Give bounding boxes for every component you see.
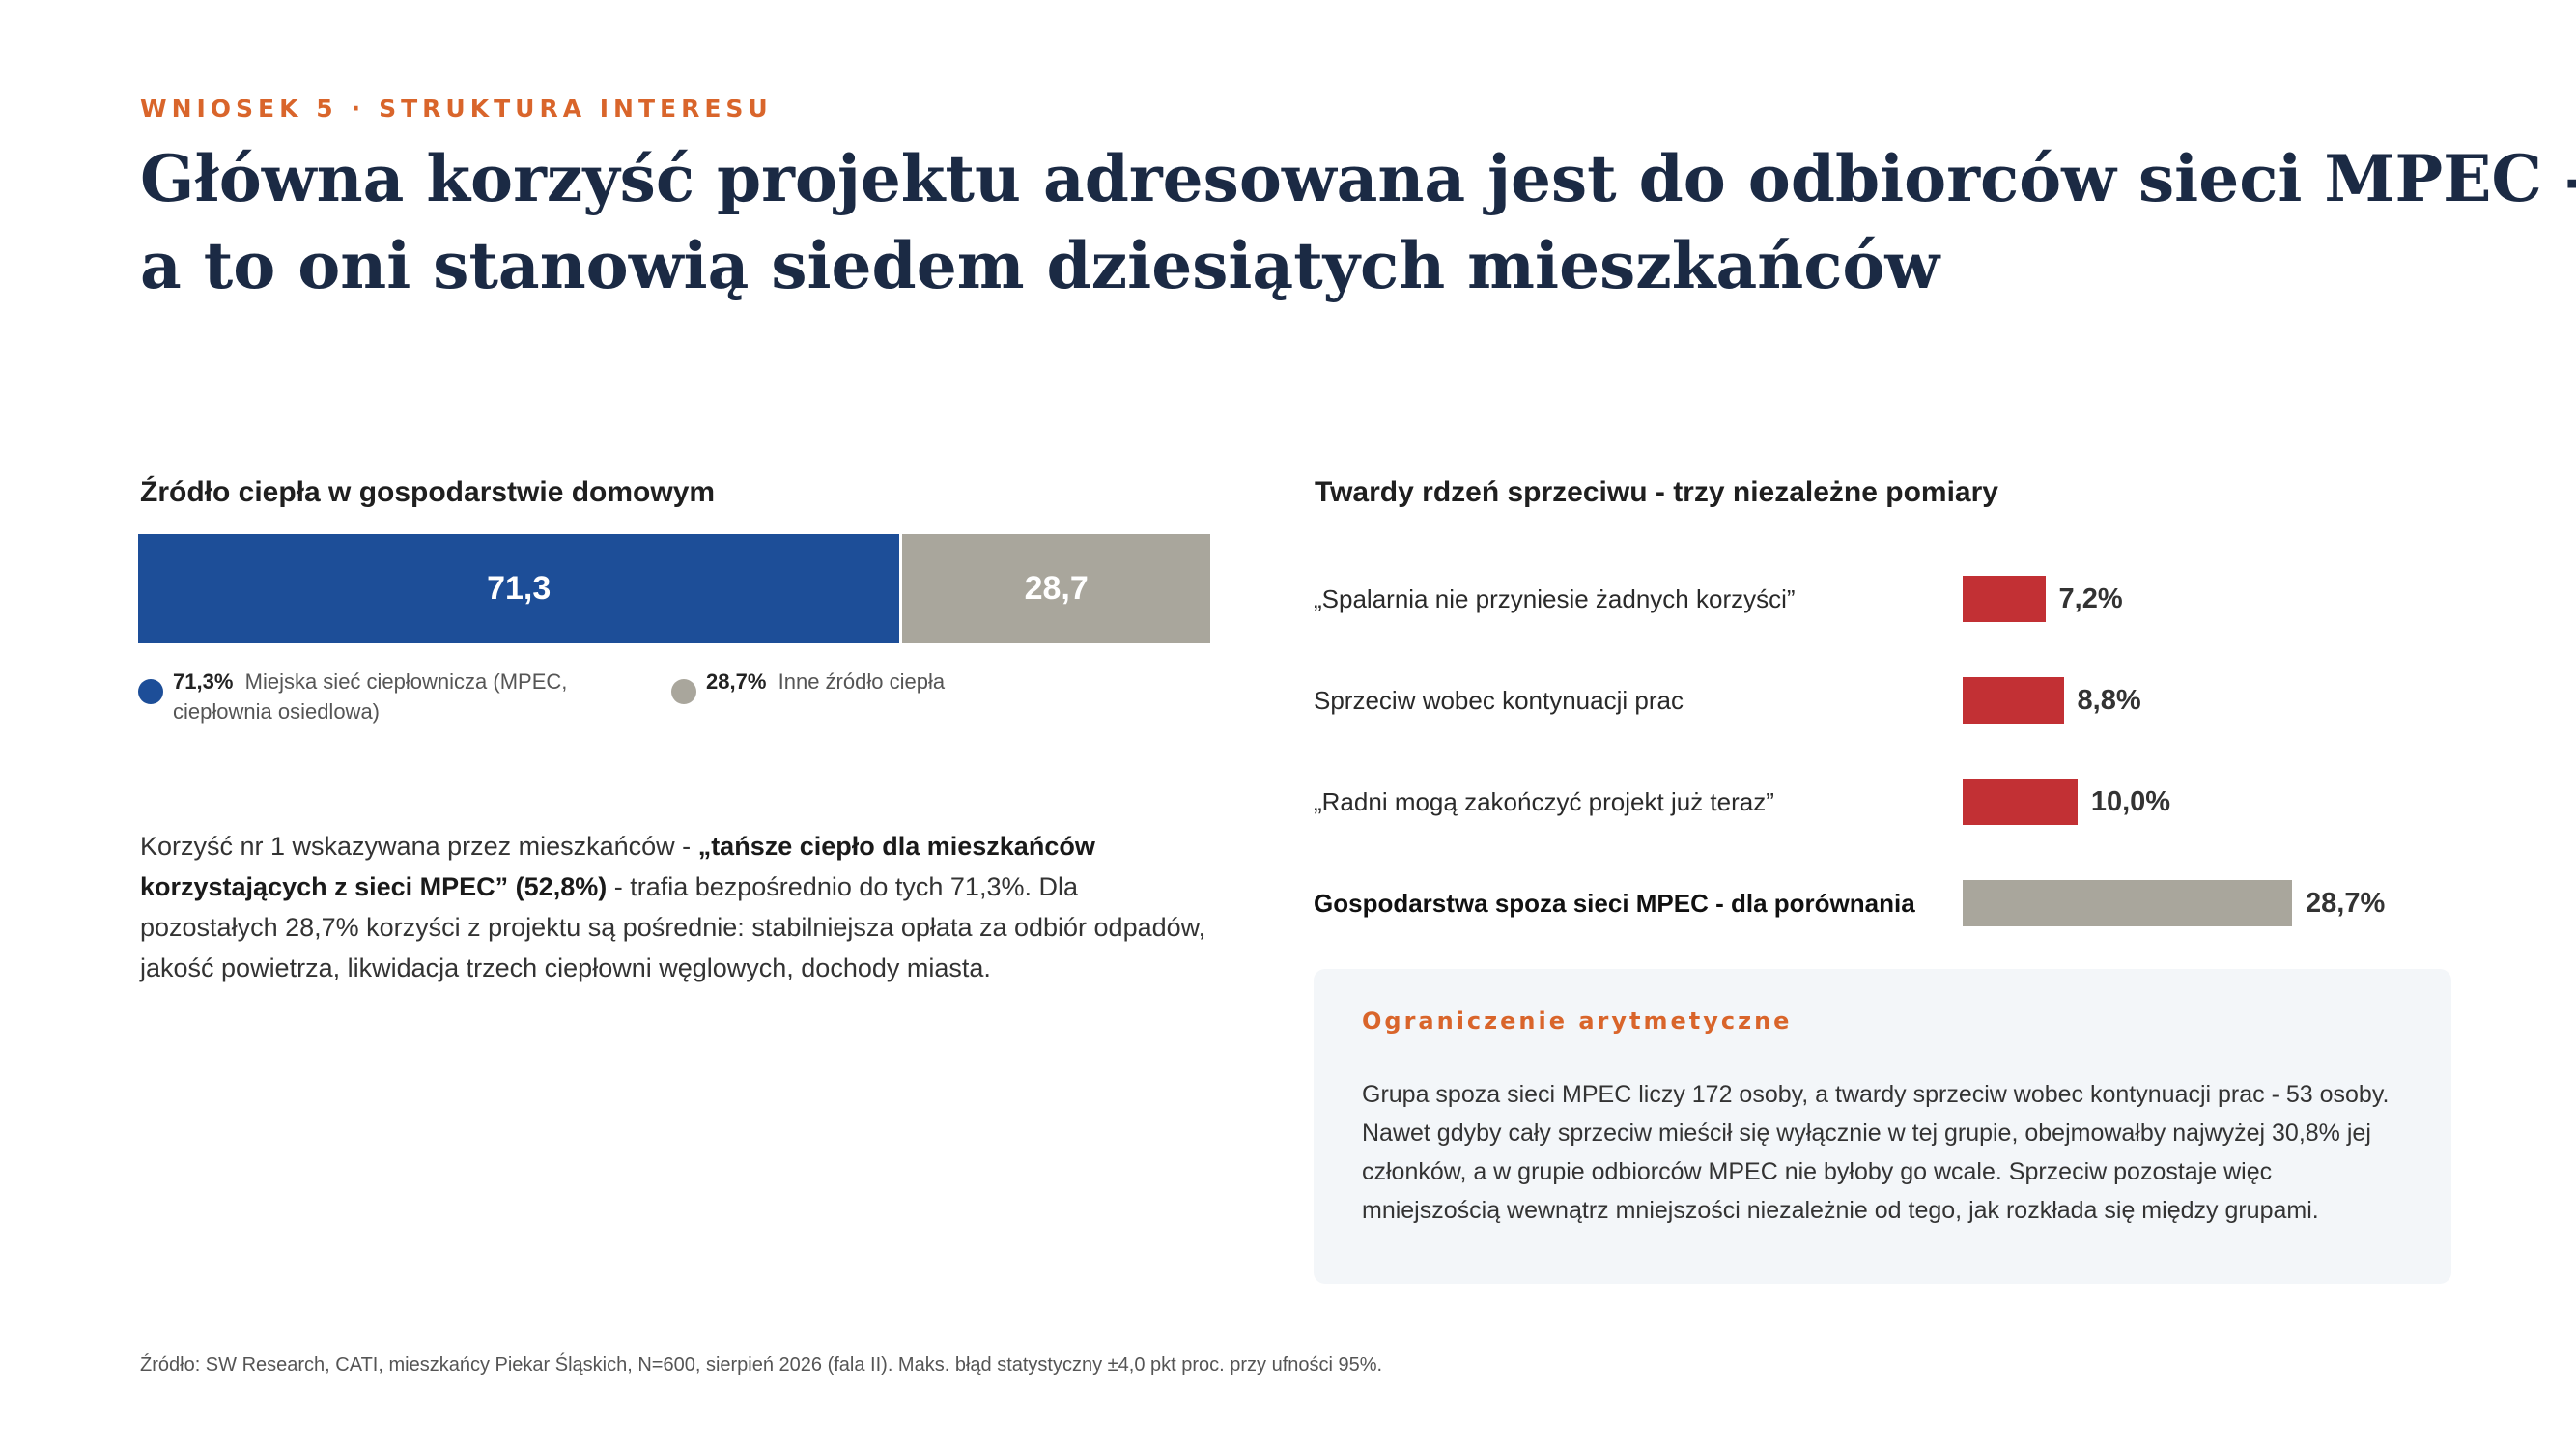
heat-source-stacked-bar: 71,3 28,7	[138, 534, 1210, 643]
bar-2	[1963, 677, 2064, 724]
legend-label-mpec: Miejska sieć ciepłownicza (MPEC, ciepłow…	[173, 669, 568, 724]
legend-value-mpec: 71,3%	[173, 669, 234, 694]
page-title-line-2: a to oni stanowią siedem dziesiątych mie…	[140, 228, 1940, 303]
eyebrow-right: STRUKTURA INTERESU	[379, 95, 773, 123]
source-footnote: Źródło: SW Research, CATI, mieszkańcy Pi…	[140, 1354, 1383, 1376]
eyebrow-separator: ·	[351, 95, 366, 123]
bar-label-4: Gospodarstwa spoza sieci MPEC - dla poró…	[1314, 889, 1915, 918]
segment-mpec-label: 71,3	[487, 570, 552, 607]
legend-label-other: Inne źródło ciepła	[778, 669, 946, 694]
bar-label-3: „Radni mogą zakończyć projekt już teraz”	[1314, 787, 1774, 816]
legend-dot-other	[671, 679, 696, 704]
segment-mpec: 71,3	[138, 534, 903, 643]
legend-item-mpec: 71,3% Miejska sieć ciepłownicza (MPEC, c…	[138, 667, 640, 726]
legend-value-other: 28,7%	[706, 669, 767, 694]
legend-dot-mpec	[138, 679, 163, 704]
bar-label-2: Sprzeciw wobec kontynuacji prac	[1314, 686, 1684, 715]
note-title: Ograniczenie arytmetyczne	[1362, 1008, 1793, 1035]
page-title-line-1: Główna korzyść projektu adresowana jest …	[140, 141, 2576, 216]
legend-item-other: 28,7% Inne źródło ciepła	[671, 667, 1154, 704]
eyebrow: WNIOSEK 5 · STRUKTURA INTERESU	[140, 95, 773, 123]
heat-source-chart-title: Źródło ciepła w gospodarstwie domowym	[140, 476, 716, 508]
opposition-chart-title: Twardy rdzeń sprzeciwu - trzy niezależne…	[1315, 476, 1998, 508]
bar-value-3: 10,0%	[2090, 786, 2171, 817]
note-body: Grupa spoza sieci MPEC liczy 172 osoby, …	[1362, 1081, 2390, 1224]
bar-4	[1963, 880, 2292, 926]
bar-value-1: 7,2%	[2058, 583, 2123, 614]
bar-value-2: 8,8%	[2077, 685, 2141, 716]
bar-value-4: 28,7%	[2306, 888, 2386, 919]
legend-text-mpec: 71,3% Miejska sieć ciepłownicza (MPEC, c…	[173, 667, 640, 726]
summary-paragraph: Korzyść nr 1 wskazywana przez mieszkańcó…	[140, 826, 1222, 988]
arithmetic-note-box: Ograniczenie arytmetyczne Grupa spoza si…	[1314, 969, 2451, 1284]
bar-label-1: „Spalarnia nie przyniesie żadnych korzyś…	[1314, 584, 1796, 613]
bar-1	[1963, 576, 2046, 622]
opposition-bar-chart: „Spalarnia nie przyniesie żadnych korzyś…	[1314, 541, 2473, 947]
summary-part-1: Korzyść nr 1 wskazywana przez mieszkańcó…	[140, 832, 698, 861]
summary-bold: „tańsze ciepło dla mieszkańców korzystaj…	[140, 832, 1095, 901]
segment-other-label: 28,7	[1024, 570, 1089, 607]
legend-text-other: 28,7% Inne źródło ciepła	[706, 667, 945, 696]
page-title: Główna korzyść projektu adresowana jest …	[140, 135, 2576, 309]
bar-3	[1963, 779, 2078, 825]
summary-part-2: - trafia bezpośrednio do tych 71,3%. Dla…	[140, 872, 1206, 982]
eyebrow-left: WNIOSEK 5	[140, 95, 338, 123]
segment-other: 28,7	[902, 534, 1210, 643]
